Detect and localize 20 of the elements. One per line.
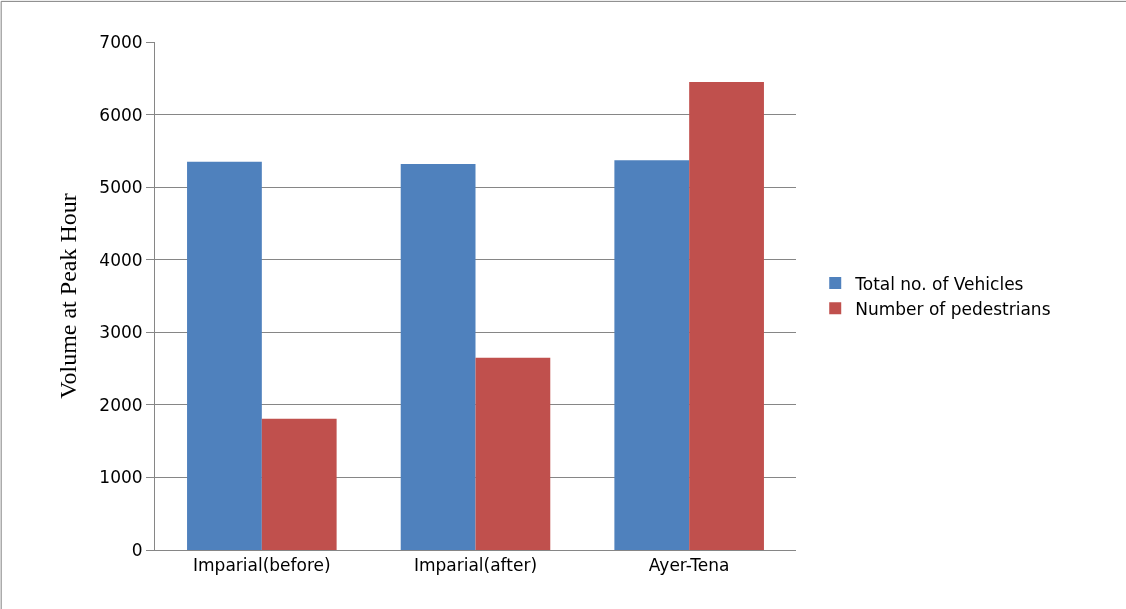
y-tick-label: 7000: [99, 31, 143, 52]
y-tick-label: 0: [131, 539, 143, 560]
bar: [614, 160, 690, 550]
y-tick-label: 4000: [99, 249, 143, 270]
legend-label: Total no. of Vehicles: [854, 273, 1024, 294]
y-axis-title: Volume at Peak Hour: [55, 193, 82, 399]
x-tick-label: Imparial(before): [193, 555, 331, 576]
legend-label: Number of pedestrians: [855, 298, 1051, 319]
x-tick-label: Imparial(after): [413, 555, 538, 576]
y-tick-label: 5000: [99, 177, 143, 198]
x-tick-label: Ayer-Tena: [648, 555, 730, 576]
y-tick-label: 2000: [99, 394, 143, 415]
bar: [475, 357, 551, 550]
bar: [261, 418, 337, 550]
bar: [400, 163, 476, 550]
bar: [689, 81, 764, 550]
y-tick-label: 6000: [99, 104, 143, 125]
y-tick-label: 3000: [99, 322, 143, 343]
bar: [187, 161, 262, 550]
y-tick-label: 1000: [99, 467, 143, 488]
